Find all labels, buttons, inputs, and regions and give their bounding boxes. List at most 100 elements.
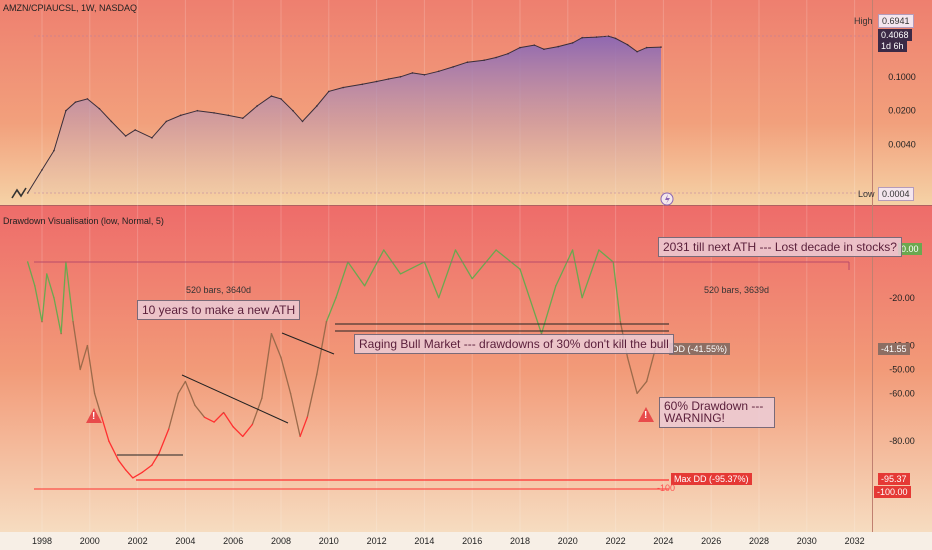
lost-decade-note[interactable]: 2031 till next ATH --- Lost decade in st… bbox=[658, 237, 902, 257]
price-point bbox=[375, 80, 378, 83]
drawdown-point bbox=[151, 464, 153, 466]
drawdown-warning-note[interactable]: 60% Drawdown --- WARNING! bbox=[659, 397, 775, 428]
current-dd-value-tag: -41.55 bbox=[878, 343, 910, 355]
x-tick-label: 2014 bbox=[414, 536, 434, 546]
x-tick-label: 2026 bbox=[701, 536, 721, 546]
dd-y-tick-label: -50.00 bbox=[889, 365, 915, 375]
minus-100-label: -100 bbox=[657, 483, 676, 493]
price-point bbox=[411, 72, 414, 74]
price-point bbox=[636, 50, 638, 53]
price-point bbox=[270, 95, 273, 97]
price-area bbox=[27, 36, 661, 193]
drawdown-point bbox=[232, 426, 234, 428]
current-dd-tag[interactable]: DD (-41.55%) bbox=[669, 343, 731, 355]
low-value-tag: 0.0004 bbox=[878, 187, 914, 201]
price-point bbox=[241, 117, 244, 119]
x-tick-label: 2004 bbox=[175, 536, 195, 546]
lightning-icon[interactable] bbox=[660, 192, 674, 206]
high-value-tag: 0.6941 bbox=[878, 14, 914, 28]
drawdown-point bbox=[555, 285, 557, 287]
drawdown-point bbox=[540, 332, 543, 335]
drawdown-point bbox=[72, 321, 74, 323]
price-y-tick-label: 0.1000 bbox=[888, 72, 916, 82]
drawdown-point bbox=[316, 373, 318, 375]
drawdown-point bbox=[325, 321, 328, 323]
drawdown-point bbox=[598, 249, 600, 251]
drawdown-segment bbox=[101, 417, 110, 442]
indicator-title[interactable]: Drawdown Visualisation (low, Normal, 5) bbox=[3, 216, 164, 226]
drawdown-segment bbox=[400, 261, 425, 275]
price-point bbox=[607, 35, 610, 37]
drawdown-segment bbox=[325, 297, 337, 322]
drawdown-point bbox=[141, 471, 144, 473]
price-point bbox=[533, 44, 536, 46]
price-point bbox=[581, 36, 583, 39]
drawdown-segment bbox=[46, 273, 55, 298]
bull-market-note[interactable]: Raging Bull Market --- drawdowns of 30% … bbox=[354, 334, 674, 354]
drawdown-point bbox=[571, 249, 574, 251]
drawdown-segment bbox=[65, 261, 74, 322]
trend-line-2008-2010[interactable] bbox=[281, 332, 335, 355]
drawdown-series bbox=[26, 249, 662, 479]
drawdown-segment bbox=[60, 261, 67, 334]
drawdown-point bbox=[454, 249, 457, 251]
trend-line-drawings[interactable] bbox=[34, 35, 872, 490]
drawdown-point bbox=[213, 421, 215, 423]
drawdown-point bbox=[251, 423, 254, 426]
drawdown-segment bbox=[316, 321, 328, 375]
bars-right-label: 520 bars, 3639d bbox=[704, 285, 770, 295]
drawdown-segment bbox=[270, 333, 282, 358]
drawdown-point bbox=[519, 268, 521, 270]
x-tick-label: 2020 bbox=[558, 536, 578, 546]
price-series bbox=[26, 35, 662, 194]
price-point bbox=[342, 86, 344, 89]
price-point bbox=[519, 46, 521, 49]
x-tick-label: 2016 bbox=[462, 536, 482, 546]
price-point bbox=[213, 112, 215, 114]
drawdown-segment bbox=[519, 268, 543, 334]
drawdown-point bbox=[86, 344, 89, 347]
max-dd-tag[interactable]: Max DD (-95.37%) bbox=[671, 473, 752, 485]
drawdown-segment bbox=[223, 412, 234, 428]
tradingview-logo-icon bbox=[11, 187, 27, 199]
drawdown-point bbox=[79, 368, 81, 371]
drawdown-segment bbox=[347, 261, 366, 287]
drawdown-segment bbox=[53, 297, 62, 334]
price-point bbox=[124, 135, 127, 137]
ten-years-note[interactable]: 10 years to make a new ATH bbox=[137, 300, 301, 320]
price-point bbox=[399, 75, 402, 78]
drawdown-segment bbox=[251, 397, 263, 425]
countdown-tag: 1d 6h bbox=[878, 40, 907, 52]
price-point bbox=[74, 101, 77, 103]
warning-icon-left[interactable]: ! bbox=[86, 408, 102, 423]
x-tick-label: 2012 bbox=[367, 536, 387, 546]
price-line bbox=[27, 35, 662, 194]
price-point bbox=[151, 137, 153, 139]
drawdown-segment bbox=[86, 345, 96, 394]
price-point bbox=[98, 107, 101, 110]
x-tick-label: 2010 bbox=[319, 536, 339, 546]
price-point bbox=[466, 61, 469, 63]
drawdown-point bbox=[242, 435, 244, 438]
drawdown-segment bbox=[423, 261, 440, 299]
drawdown-segment bbox=[108, 440, 120, 461]
warning-icon-right[interactable]: ! bbox=[638, 407, 654, 422]
price-point bbox=[110, 120, 113, 123]
drawdown-segment bbox=[204, 416, 215, 423]
drawdown-point bbox=[132, 477, 134, 479]
drawdown-segment bbox=[581, 249, 600, 299]
price-point bbox=[437, 70, 440, 73]
drawdown-point bbox=[158, 452, 160, 454]
price-point bbox=[196, 109, 199, 112]
drawdown-point bbox=[270, 332, 273, 335]
drawdown-point bbox=[124, 469, 127, 471]
max-dd-value-tag: -95.37 bbox=[878, 473, 910, 485]
trend-line-2004-2007[interactable] bbox=[181, 374, 289, 424]
symbol-title[interactable]: AMZN/CPIAUCSL, 1W, NASDAQ bbox=[3, 3, 138, 13]
drawdown-segment bbox=[335, 261, 349, 299]
drawdown-point bbox=[46, 273, 48, 275]
drawdown-segment bbox=[158, 429, 170, 454]
x-tick-label: 1998 bbox=[32, 536, 52, 546]
